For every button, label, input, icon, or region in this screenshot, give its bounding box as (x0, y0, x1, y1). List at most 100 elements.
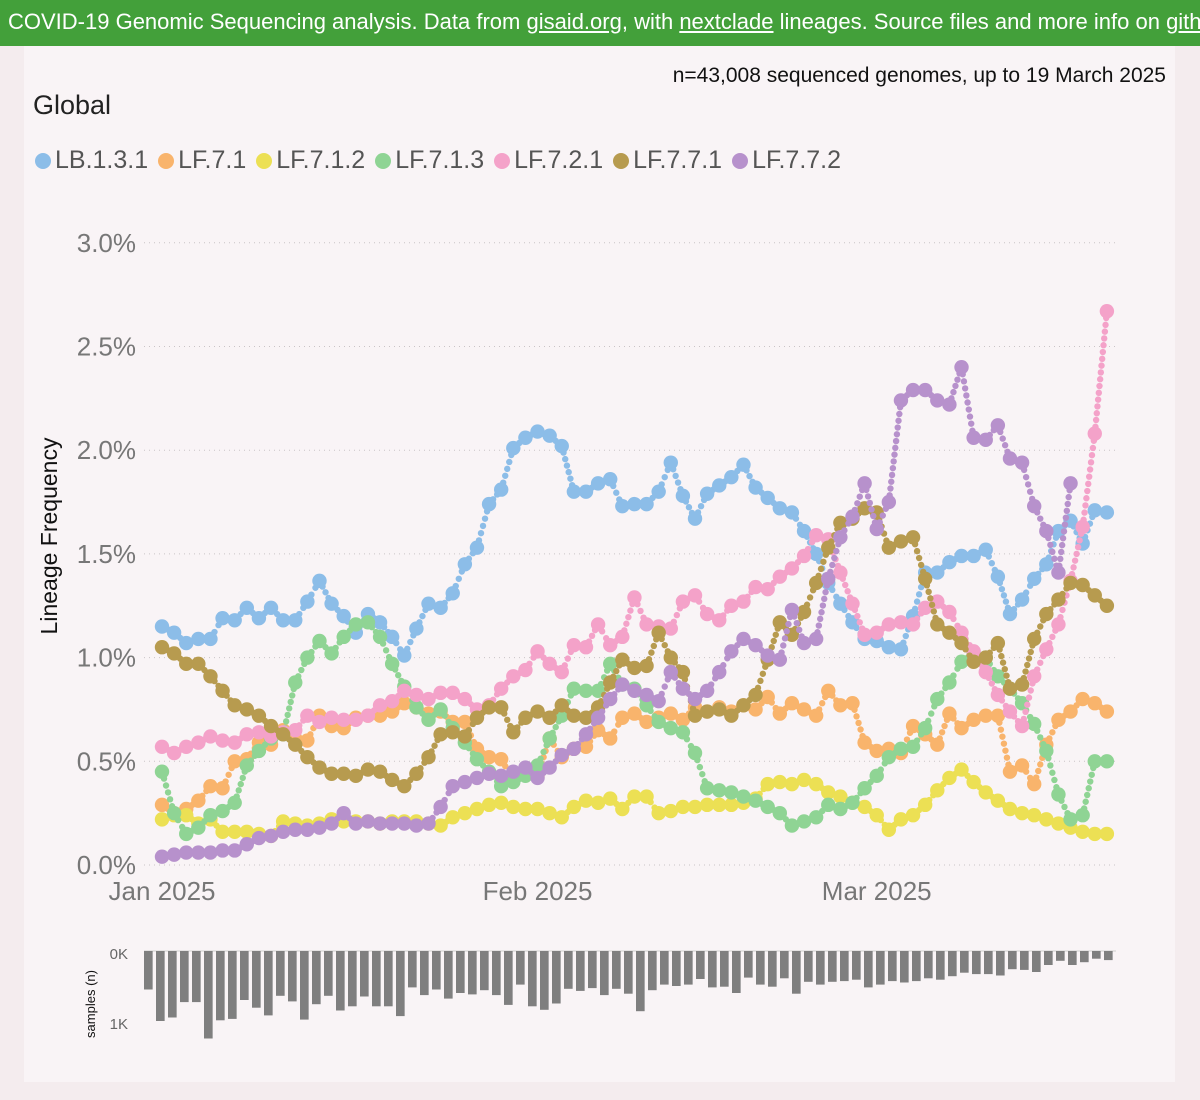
data-point[interactable]: LF.7.2.1: 1.03% (530, 644, 545, 659)
data-point[interactable]: LF.7.1.3: 0.48% (530, 758, 545, 773)
data-point[interactable]: LF.7.7.2: 1.03% (724, 644, 739, 659)
data-point[interactable]: LF.7.1.3: 0.84% (578, 683, 594, 698)
data-point[interactable]: LF.7.7.1: 0.62% (457, 729, 473, 744)
data-point[interactable]: LB.1.3.1: 1.38% (1027, 571, 1042, 586)
data-point[interactable]: LF.7.7.1: 0.75% (239, 702, 254, 717)
data-point[interactable]: LF.7.7.1: 1.07% (954, 635, 969, 651)
data-point[interactable]: LF.7.7.2: 1.38% (821, 571, 836, 586)
data-point[interactable]: LF.7.1.3: 0.8% (930, 691, 945, 707)
data-point[interactable]: LF.7.1.3: 0.55% (251, 743, 267, 759)
data-point[interactable]: LF.7.1: 0.48% (1014, 758, 1030, 773)
data-point[interactable]: LF.7.1.3: 1.1% (372, 629, 388, 645)
data-point[interactable]: LB.1.3.1: 1.78% (675, 488, 691, 504)
data-point[interactable]: LF.7.7.2: 0.14% (263, 828, 279, 844)
nextclade-link[interactable]: nextclade (679, 9, 774, 34)
data-point[interactable]: LF.7.7.2: 1.09% (736, 631, 751, 647)
data-point[interactable]: LF.7.1.3: 0.56% (893, 741, 909, 757)
data-point[interactable]: LF.7.2.1: 1.43% (784, 561, 800, 576)
data-point[interactable]: LB.1.3.1: 1.72% (772, 501, 788, 516)
data-point[interactable]: LF.7.7.1: 0.44% (409, 766, 424, 781)
data-point[interactable]: LF.7.1.2: 0.33% (627, 789, 642, 804)
data-point[interactable]: LF.7.1.2: 0.15% (1099, 826, 1115, 842)
data-point[interactable]: LF.7.2.1: 1.17% (893, 615, 909, 630)
data-point[interactable]: LF.7.7.2: 1.62% (869, 521, 884, 537)
data-point[interactable]: LB.1.3.1: 1.49% (954, 548, 969, 564)
data-point[interactable]: LF.7.2.1: 0.97% (542, 656, 557, 672)
data-point[interactable]: LB.1.3.1: 1.31% (445, 586, 460, 601)
data-point[interactable]: LF.7.7.1: 0.41% (384, 772, 400, 788)
data-point[interactable]: LF.7.2.1: 1.16% (1051, 617, 1066, 632)
data-point[interactable]: LF.7.1.2: 0.29% (724, 797, 739, 813)
github-link[interactable]: github (1166, 9, 1200, 34)
data-point[interactable]: LF.7.1: 0.84% (821, 683, 836, 698)
data-point[interactable]: LF.7.7.1: 0.43% (348, 768, 364, 784)
data-point[interactable]: LF.7.1.2: 0.17% (881, 822, 897, 837)
data-point[interactable]: LF.7.2.1: 1.04% (1039, 642, 1054, 657)
data-point[interactable]: LF.7.7.1: 0.93% (675, 664, 691, 680)
data-point[interactable]: LF.7.7.1: 0.72% (724, 708, 739, 723)
data-point[interactable]: LF.7.1.3: 0.66% (663, 720, 678, 736)
data-point[interactable]: LF.7.1: 0.74% (384, 704, 400, 719)
data-point[interactable]: LF.7.1.2: 0.2% (1051, 816, 1066, 831)
data-point[interactable]: LF.7.7.2: 0.44% (481, 766, 497, 781)
data-point[interactable]: LF.7.1: 0.52% (481, 749, 497, 765)
data-point[interactable]: LF.7.1.3: 0.34% (1051, 787, 1066, 802)
data-point[interactable]: LF.7.1: 0.78% (845, 696, 860, 711)
data-point[interactable]: LF.7.2.1: 0.79% (384, 693, 400, 709)
data-point[interactable]: LF.7.7.1: 0.77% (227, 698, 242, 713)
data-point[interactable]: LF.7.7.1: 0.64% (445, 725, 460, 740)
data-point[interactable]: LF.7.1.2: 0.28% (506, 799, 521, 815)
data-point[interactable]: LB.1.3.1: 1.7% (1099, 505, 1115, 520)
data-point[interactable]: LF.7.2.1: 0.85% (493, 681, 509, 696)
data-point[interactable]: LF.7.1.2: 0.27% (518, 801, 533, 817)
legend-item-lf-7-7-1[interactable]: LF.7.7.1 (613, 146, 722, 175)
data-point[interactable]: LF.7.1.3: 0.28% (760, 799, 775, 815)
data-point[interactable]: LF.7.1.2: 0.32% (603, 791, 618, 806)
data-point[interactable]: LB.1.3.1: 1.93% (736, 457, 751, 472)
data-point[interactable]: LF.7.1.2: 0.46% (954, 762, 969, 777)
data-point[interactable]: LF.7.2.1: 1.34% (748, 579, 763, 595)
data-point[interactable]: LF.7.1.2: 0.3% (493, 795, 509, 810)
data-point[interactable]: LF.7.1: 0.71% (615, 710, 630, 725)
data-point[interactable]: LF.7.7.1: 0.71% (518, 710, 533, 725)
data-point[interactable]: LF.7.7.1: 0.58% (288, 737, 303, 752)
data-point[interactable]: LF.7.2.1: 2.08% (1087, 426, 1102, 441)
data-point[interactable]: LF.7.1.3: 0.97% (384, 656, 400, 672)
data-point[interactable]: LF.7.7.2: 0.04% (154, 849, 170, 864)
data-point[interactable]: LB.1.3.1: 1.19% (251, 610, 267, 626)
data-point[interactable]: LF.7.2.1: 0.83% (433, 685, 448, 701)
data-point[interactable]: LF.7.2.1: 0.82% (409, 687, 424, 703)
data-point[interactable]: LF.7.1: 0.69% (639, 714, 654, 730)
data-point[interactable]: LF.7.2.1: 0.91% (1027, 669, 1042, 684)
data-point[interactable]: LB.1.3.1: 1.24% (263, 600, 279, 616)
data-point[interactable]: LF.7.1: 0.78% (784, 696, 800, 711)
data-point[interactable]: LF.7.7.1: 1.05% (154, 640, 170, 655)
data-point[interactable]: LB.1.3.1: 1.84% (590, 476, 606, 491)
data-point[interactable]: LF.7.1.2: 0.4% (966, 774, 981, 790)
data-point[interactable]: LF.7.7.2: 0.2% (397, 816, 412, 831)
data-point[interactable]: LB.1.3.1: 1.09% (203, 631, 218, 647)
data-point[interactable]: LF.7.7.1: 1.3% (1087, 588, 1102, 603)
data-point[interactable]: LF.7.7.2: 0.19% (409, 818, 424, 833)
data-point[interactable]: LF.7.1.2: 0.22% (154, 812, 170, 827)
data-point[interactable]: LF.7.1: 0.73% (772, 706, 788, 721)
data-point[interactable]: LF.7.2.1: 1.16% (881, 617, 897, 632)
data-point[interactable]: LF.7.1.2: 0.35% (978, 785, 993, 800)
data-point[interactable]: LF.7.1.2: 0.25% (542, 805, 557, 821)
data-point[interactable]: LF.7.7.2: 0.8% (603, 691, 618, 707)
data-point[interactable]: LB.1.3.1: 1.8% (578, 484, 594, 499)
data-point[interactable]: LB.1.3.1: 1.41% (930, 565, 945, 580)
data-point[interactable]: LF.7.7.1: 0.82% (748, 687, 763, 703)
data-point[interactable]: LF.7.7.2: 0.16% (275, 824, 291, 840)
data-point[interactable]: LF.7.7.2: 1.96% (1002, 451, 1018, 466)
data-point[interactable]: LF.7.1: 0.65% (590, 722, 606, 738)
data-point[interactable]: LF.7.2.1: 0.63% (239, 727, 254, 742)
data-point[interactable]: LF.7.1.3: 0.98% (954, 654, 969, 669)
data-point[interactable]: LF.7.1: 0.72% (978, 708, 993, 723)
data-point[interactable]: LF.7.7.2: 0.18% (312, 820, 327, 835)
data-point[interactable]: LF.7.1.3: 0.23% (808, 810, 824, 825)
data-point[interactable]: LB.1.3.1: 2.02% (554, 438, 569, 454)
data-point[interactable]: LF.7.7.2: 2.05% (978, 432, 993, 448)
data-point[interactable]: LB.1.3.1: 1.7% (784, 505, 800, 520)
data-point[interactable]: LF.7.7.1: 1.25% (1099, 598, 1115, 613)
